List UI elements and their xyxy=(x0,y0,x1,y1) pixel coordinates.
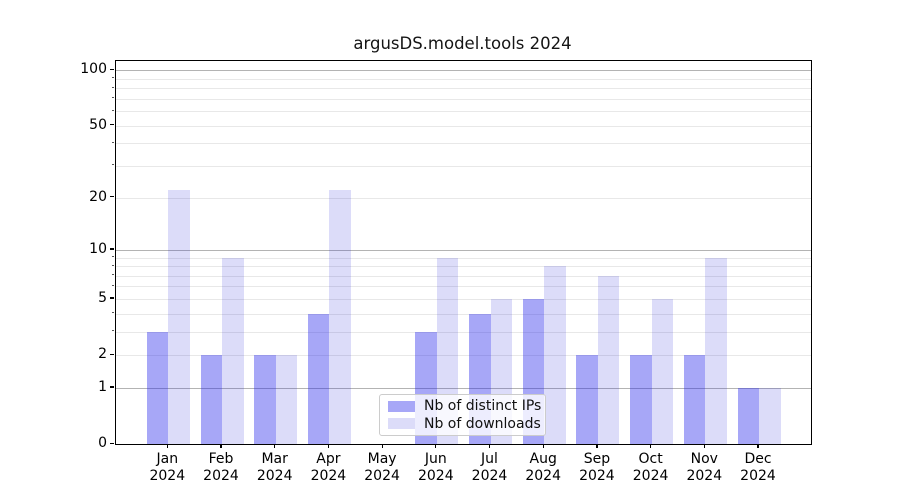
y-tick-mark-10 xyxy=(110,248,114,250)
legend-label-distinct-ips: Nb of distinct IPs xyxy=(424,398,542,415)
x-tick-label-apr: Apr 2024 xyxy=(310,451,347,484)
x-tick-mark-nov xyxy=(703,444,705,449)
y-tick-mark-minor-7 xyxy=(111,274,114,276)
bar-downloads-jan xyxy=(168,190,190,444)
bar-downloads-feb xyxy=(222,257,244,444)
gridline-minor-50 xyxy=(116,125,811,127)
legend-swatch-distinct-ips xyxy=(388,400,415,412)
x-tick-label-feb: Feb 2024 xyxy=(203,451,239,484)
y-tick-mark-minor-8 xyxy=(111,264,114,266)
gridline-major-10 xyxy=(116,249,811,251)
legend-item-downloads: Nb of downloads xyxy=(388,416,541,432)
x-tick-label-jan: Jan 2024 xyxy=(149,451,186,484)
y-tick-mark-minor-9 xyxy=(111,256,114,257)
y-tick-mark-minor-30 xyxy=(111,164,114,166)
gridline-minor-20 xyxy=(116,197,811,199)
gridline-major-100 xyxy=(116,70,811,72)
x-tick-label-may: May 2024 xyxy=(364,451,400,484)
y-tick-mark-1 xyxy=(110,386,114,388)
y-tick-mark-minor-6 xyxy=(111,284,114,286)
bar-distinct-ips-nov xyxy=(683,355,706,444)
y-tick-mark-100 xyxy=(110,68,114,71)
x-tick-label-jun: Jun 2024 xyxy=(417,451,454,484)
bar-distinct-ips-sep xyxy=(576,355,598,444)
bar-downloads-aug xyxy=(544,266,566,444)
x-tick-label-aug: Aug 2024 xyxy=(525,451,561,484)
x-tick-mark-jun xyxy=(435,444,437,449)
y-tick-mark-minor-80 xyxy=(111,86,114,88)
x-tick-mark-may xyxy=(381,444,383,449)
bar-downloads-mar xyxy=(275,355,298,444)
bar-downloads-apr xyxy=(329,190,351,444)
gridline-minor-70 xyxy=(116,98,811,100)
bar-distinct-ips-mar xyxy=(254,355,276,444)
bar-downloads-nov xyxy=(705,257,727,444)
y-tick-label-10: 10 xyxy=(89,240,107,257)
x-tick-label-nov: Nov 2024 xyxy=(686,451,723,484)
y-tick-mark-minor-3 xyxy=(111,330,114,332)
gridline-minor-40 xyxy=(116,143,811,145)
y-tick-mark-minor-40 xyxy=(111,141,114,143)
x-tick-label-oct: Oct 2024 xyxy=(632,451,669,484)
x-tick-label-sep: Sep 2024 xyxy=(579,451,615,484)
x-tick-mark-sep xyxy=(596,444,598,449)
x-tick-mark-apr xyxy=(327,444,330,449)
bar-downloads-dec xyxy=(759,387,781,444)
x-tick-mark-feb xyxy=(220,444,222,449)
gridline-minor-60 xyxy=(116,111,811,113)
bar-distinct-ips-oct xyxy=(630,355,652,444)
gridline-minor-30 xyxy=(116,165,811,167)
gridline-minor-90 xyxy=(116,78,811,80)
y-tick-label-1: 1 xyxy=(98,378,107,395)
y-tick-mark-minor-90 xyxy=(111,77,114,79)
y-tick-label-20: 20 xyxy=(89,188,107,205)
x-tick-mark-dec xyxy=(757,444,759,449)
plot-area: Nb of distinct IPs Nb of downloads xyxy=(115,60,812,445)
chart-title: argusDS.model.tools 2024 xyxy=(353,34,572,53)
y-tick-label-100: 100 xyxy=(80,61,107,78)
legend-swatch-downloads xyxy=(388,418,415,430)
bar-downloads-oct xyxy=(651,298,674,444)
x-tick-mark-mar xyxy=(274,444,276,449)
x-tick-label-mar: Mar 2024 xyxy=(256,451,293,484)
gridline-minor-80 xyxy=(116,88,811,90)
y-tick-mark-2 xyxy=(110,353,114,355)
legend: Nb of distinct IPs Nb of downloads xyxy=(379,394,546,436)
bar-distinct-ips-dec xyxy=(737,387,759,444)
x-tick-mark-oct xyxy=(650,444,652,449)
y-tick-mark-minor-4 xyxy=(111,312,114,314)
y-tick-label-0: 0 xyxy=(98,435,107,451)
x-tick-mark-aug xyxy=(542,444,544,449)
bar-downloads-sep xyxy=(597,275,620,444)
bar-distinct-ips-jan xyxy=(146,331,169,444)
bar-distinct-ips-apr xyxy=(307,313,330,444)
y-tick-mark-20 xyxy=(110,196,114,198)
legend-label-downloads: Nb of downloads xyxy=(424,415,541,432)
y-tick-mark-minor-70 xyxy=(111,97,114,99)
y-tick-label-5: 5 xyxy=(98,289,107,306)
y-tick-label-2: 2 xyxy=(98,346,107,362)
y-tick-mark-50 xyxy=(110,124,114,126)
y-tick-mark-5 xyxy=(110,297,114,299)
y-tick-label-50: 50 xyxy=(89,116,107,133)
legend-item-distinct-ips: Nb of distinct IPs xyxy=(388,398,541,414)
x-tick-mark-jan xyxy=(166,444,168,449)
y-tick-mark-minor-60 xyxy=(111,109,114,111)
x-tick-label-jul: Jul 2024 xyxy=(471,451,508,484)
x-tick-mark-jul xyxy=(488,444,491,449)
x-tick-label-dec: Dec 2024 xyxy=(740,451,776,484)
y-tick-mark-0 xyxy=(110,442,114,444)
bar-distinct-ips-feb xyxy=(200,355,222,444)
